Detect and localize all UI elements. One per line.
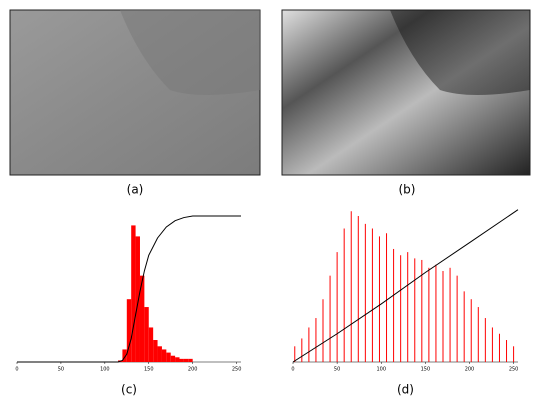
bar (122, 349, 127, 362)
caption: (b) (399, 183, 416, 197)
cumulative-curve (292, 209, 519, 363)
bar (183, 358, 189, 362)
x-tick-label: 100 (100, 367, 110, 373)
photo-a (9, 9, 261, 176)
x-tick-label: 150 (144, 367, 154, 373)
bar (144, 307, 149, 362)
bar (166, 352, 171, 362)
caption: (c) (121, 383, 137, 397)
bar (157, 346, 162, 362)
bar (175, 357, 180, 362)
bar (179, 358, 184, 362)
bar (135, 236, 140, 362)
caption: (a) (127, 183, 144, 197)
x-tick-label: 100 (376, 367, 386, 373)
cumulative-curve (17, 215, 241, 363)
bar (170, 355, 176, 362)
bar (153, 340, 158, 362)
x-tick-label: 150 (421, 367, 431, 373)
bar (161, 349, 167, 362)
x-tick-label: 200 (188, 367, 198, 373)
x-tick-label: 50 (58, 367, 64, 373)
x-tick-label: 50 (334, 367, 340, 373)
bar (131, 225, 136, 362)
bar (126, 299, 132, 362)
x-tick-label: 200 (465, 367, 475, 373)
photo-b (281, 9, 531, 176)
x-tick-label: 250 (509, 367, 519, 373)
bar (148, 327, 154, 362)
x-tick-label: 0 (291, 367, 294, 373)
bar (139, 275, 145, 362)
bar (188, 358, 193, 362)
caption: (d) (397, 383, 414, 397)
x-tick-label: 250 (232, 367, 242, 373)
x-tick-label: 0 (15, 367, 18, 373)
